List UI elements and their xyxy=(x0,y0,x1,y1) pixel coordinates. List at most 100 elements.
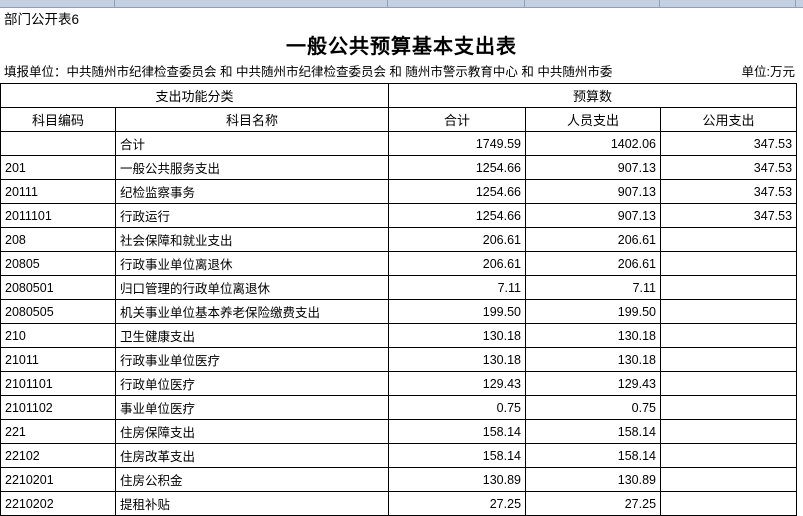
cell-subject-code: 2011101 xyxy=(0,203,116,228)
cell-personnel-expenditure: 199.50 xyxy=(525,299,662,324)
table-row: 合计 1749.59 1402.06 347.53 xyxy=(0,131,798,156)
cell-subject-name: 住房改革支出 xyxy=(114,443,390,468)
table-row: 2210202 提租补贴 27.25 27.25 xyxy=(0,491,798,516)
cell-subject-code: 2101101 xyxy=(0,371,116,396)
cell-personnel-expenditure: 129.43 xyxy=(525,371,662,396)
cell-personnel-expenditure: 907.13 xyxy=(525,155,662,180)
cell-personnel-expenditure: 206.61 xyxy=(525,227,662,252)
cell-subject-name: 住房公积金 xyxy=(114,467,390,492)
cell-subject-name: 卫生健康支出 xyxy=(114,323,390,348)
cell-subject-code: 21011 xyxy=(0,347,116,372)
cell-personnel-expenditure: 0.75 xyxy=(525,395,662,420)
cell-total: 206.61 xyxy=(388,227,527,252)
column-header-public-expenditure: 公用支出 xyxy=(660,107,798,132)
group-header-classification: 支出功能分类 xyxy=(0,83,390,108)
cell-subject-code: 2080505 xyxy=(0,299,116,324)
form-number: 部门公开表6 xyxy=(4,12,80,27)
budget-table: 支出功能分类 预算数 科目编码 科目名称 合计 人员支出 公用支出 合计 1749… xyxy=(0,83,798,516)
cell-subject-name: 社会保障和就业支出 xyxy=(114,227,390,252)
cell-public-expenditure xyxy=(660,227,798,252)
cell-total: 130.18 xyxy=(388,347,527,372)
cell-subject-code: 2101102 xyxy=(0,395,116,420)
cell-subject-code: 2210201 xyxy=(0,467,116,492)
cell-personnel-expenditure: 907.13 xyxy=(525,203,662,228)
cell-total: 130.89 xyxy=(388,467,527,492)
cell-public-expenditure xyxy=(660,491,798,516)
cell-subject-code xyxy=(0,131,116,156)
unit-note: 单位:万元 xyxy=(741,65,795,79)
cell-public-expenditure xyxy=(660,395,798,420)
column-header-personnel-expenditure: 人员支出 xyxy=(525,107,662,132)
cell-subject-code: 221 xyxy=(0,419,116,444)
table-row: 210 卫生健康支出 130.18 130.18 xyxy=(0,323,798,348)
table-row: 2210201 住房公积金 130.89 130.89 xyxy=(0,467,798,492)
table-row: 2101102 事业单位医疗 0.75 0.75 xyxy=(0,395,798,420)
cell-public-expenditure: 347.53 xyxy=(660,155,798,180)
sheet-col-d xyxy=(525,0,660,7)
cell-subject-name: 事业单位医疗 xyxy=(114,395,390,420)
cell-personnel-expenditure: 7.11 xyxy=(525,275,662,300)
cell-subject-name: 合计 xyxy=(114,131,390,156)
cell-public-expenditure xyxy=(660,347,798,372)
cell-public-expenditure xyxy=(660,299,798,324)
cell-subject-name: 归口管理的行政单位离退休 xyxy=(114,275,390,300)
cell-subject-name: 行政运行 xyxy=(114,203,390,228)
cell-personnel-expenditure: 158.14 xyxy=(525,443,662,468)
group-header-budget-figures: 预算数 xyxy=(388,83,798,108)
table-row: 22102 住房改革支出 158.14 158.14 xyxy=(0,443,798,468)
cell-personnel-expenditure: 130.18 xyxy=(525,347,662,372)
column-header-code: 科目编码 xyxy=(0,107,116,132)
table-row: 221 住房保障支出 158.14 158.14 xyxy=(0,419,798,444)
cell-subject-code: 2080501 xyxy=(0,275,116,300)
cell-subject-code: 201 xyxy=(0,155,116,180)
cell-public-expenditure: 347.53 xyxy=(660,203,798,228)
cell-personnel-expenditure: 158.14 xyxy=(525,419,662,444)
cell-subject-name: 行政事业单位离退休 xyxy=(114,251,390,276)
cell-total: 0.75 xyxy=(388,395,527,420)
cell-subject-name: 住房保障支出 xyxy=(114,419,390,444)
table-row: 2080501 归口管理的行政单位离退休 7.11 7.11 xyxy=(0,275,798,300)
table-group-header-row: 支出功能分类 预算数 xyxy=(0,83,798,108)
cell-subject-code: 20805 xyxy=(0,251,116,276)
cell-subject-name: 行政单位医疗 xyxy=(114,371,390,396)
table-row: 20805 行政事业单位离退休 206.61 206.61 xyxy=(0,251,798,276)
column-header-total: 合计 xyxy=(388,107,527,132)
cell-total: 129.43 xyxy=(388,371,527,396)
cell-subject-name: 机关事业单位基本养老保险缴费支出 xyxy=(114,299,390,324)
cell-total: 7.11 xyxy=(388,275,527,300)
cell-total: 1254.66 xyxy=(388,179,527,204)
table-row: 2080505 机关事业单位基本养老保险缴费支出 199.50 199.50 xyxy=(0,299,798,324)
cell-total: 130.18 xyxy=(388,323,527,348)
cell-subject-code: 210 xyxy=(0,323,116,348)
cell-public-expenditure xyxy=(660,251,798,276)
cell-total: 199.50 xyxy=(388,299,527,324)
column-header-name: 科目名称 xyxy=(114,107,390,132)
cell-personnel-expenditure: 1402.06 xyxy=(525,131,662,156)
cell-total: 1254.66 xyxy=(388,155,527,180)
cell-personnel-expenditure: 27.25 xyxy=(525,491,662,516)
page-title: 一般公共预算基本支出表 xyxy=(286,36,517,58)
table-row: 21011 行政事业单位医疗 130.18 130.18 xyxy=(0,347,798,372)
sheet-col-e xyxy=(660,0,796,7)
cell-public-expenditure xyxy=(660,323,798,348)
table-row: 208 社会保障和就业支出 206.61 206.61 xyxy=(0,227,798,252)
spreadsheet-column-header-band xyxy=(0,0,803,8)
cell-subject-name: 一般公共服务支出 xyxy=(114,155,390,180)
table-body: 合计 1749.59 1402.06 347.53 201 一般公共服务支出 1254.66… xyxy=(0,131,798,516)
cell-total: 158.14 xyxy=(388,419,527,444)
cell-total: 158.14 xyxy=(388,443,527,468)
table-row: 2011101 行政运行 1254.66 907.13 347.53 xyxy=(0,203,798,228)
cell-total: 27.25 xyxy=(388,491,527,516)
cell-personnel-expenditure: 130.89 xyxy=(525,467,662,492)
cell-subject-name: 提租补贴 xyxy=(114,491,390,516)
table-row: 201 一般公共服务支出 1254.66 907.13 347.53 xyxy=(0,155,798,180)
cell-personnel-expenditure: 130.18 xyxy=(525,323,662,348)
cell-total: 1749.59 xyxy=(388,131,527,156)
table-head: 支出功能分类 预算数 科目编码 科目名称 合计 人员支出 公用支出 xyxy=(0,83,798,132)
table-column-header-row: 科目编码 科目名称 合计 人员支出 公用支出 xyxy=(0,107,798,132)
cell-public-expenditure xyxy=(660,371,798,396)
cell-personnel-expenditure: 206.61 xyxy=(525,251,662,276)
cell-public-expenditure xyxy=(660,467,798,492)
cell-public-expenditure xyxy=(660,443,798,468)
cell-subject-code: 2210202 xyxy=(0,491,116,516)
